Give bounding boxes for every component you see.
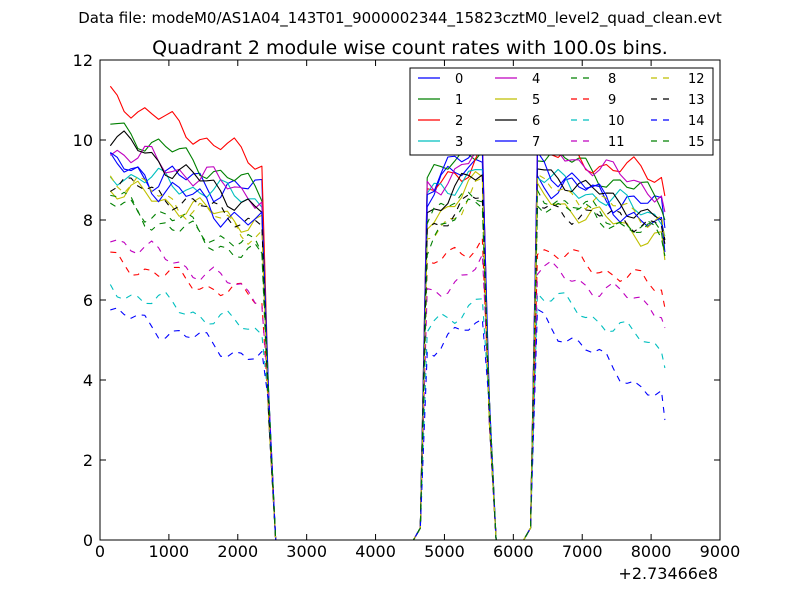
y-tick-label: 2	[83, 451, 93, 470]
x-tick-label: 7000	[562, 542, 603, 561]
chart-suptitle: Data file: modeM0/AS1A04_143T01_90000023…	[78, 9, 722, 28]
legend-label-8: 8	[608, 72, 616, 87]
legend-box	[409, 67, 714, 156]
legend-label-13: 13	[688, 93, 705, 108]
x-tick-label: 1000	[149, 542, 190, 561]
legend-label-11: 11	[608, 135, 625, 150]
series-line-7	[110, 147, 666, 540]
legend-label-12: 12	[688, 72, 705, 87]
axes: 0 1000 2000 3000 4000 5000 6000 7000 8000 9000 0 2 4…	[73, 51, 741, 561]
legend-label-15: 15	[688, 135, 705, 150]
legend-label-3: 3	[455, 135, 463, 150]
y-tick-label: 6	[83, 291, 93, 310]
legend-label-14: 14	[688, 114, 705, 129]
series-line-11	[110, 239, 666, 540]
series-line-8	[110, 191, 666, 540]
y-tick-label: 0	[83, 531, 93, 550]
y-tick-label: 4	[83, 371, 93, 390]
plot-area	[109, 85, 666, 540]
legend-label-10: 10	[608, 114, 625, 129]
series-line-6	[109, 130, 666, 540]
legend-label-1: 1	[455, 93, 463, 108]
series-line-4	[110, 133, 666, 540]
legend-label-7: 7	[532, 135, 540, 150]
x-tick-label: 0	[95, 542, 105, 561]
legend-label-9: 9	[608, 93, 616, 108]
y-tick-label: 10	[73, 131, 93, 150]
series-line-9	[110, 237, 666, 540]
series-line-3	[109, 167, 666, 540]
x-tick-label: 9000	[700, 542, 741, 561]
legend-label-5: 5	[532, 93, 540, 108]
series-line-2	[109, 85, 666, 540]
x-axis-offset-label: +2.73466e8	[618, 564, 718, 583]
y-tick-label: 12	[73, 51, 93, 70]
legend-label-4: 4	[532, 72, 540, 87]
series-line-0	[109, 152, 666, 540]
series-line-5	[109, 171, 666, 540]
x-tick-label: 2000	[217, 542, 258, 561]
legend-label-6: 6	[532, 114, 540, 129]
series-line-10	[109, 284, 666, 540]
series-line-12	[109, 173, 666, 540]
series-line-14	[110, 307, 666, 540]
legend-label-0: 0	[455, 72, 463, 87]
x-tick-label: 3000	[286, 542, 327, 561]
y-tick-label: 8	[83, 211, 93, 230]
chart-title: Quadrant 2 module wise count rates with …	[152, 37, 668, 59]
series-line-13	[110, 177, 666, 540]
x-tick-label: 6000	[493, 542, 534, 561]
series-line-15	[110, 189, 666, 540]
legend-label-2: 2	[455, 114, 463, 129]
x-tick-label: 5000	[424, 542, 465, 561]
x-tick-label: 8000	[631, 542, 672, 561]
x-tick-label: 4000	[355, 542, 396, 561]
